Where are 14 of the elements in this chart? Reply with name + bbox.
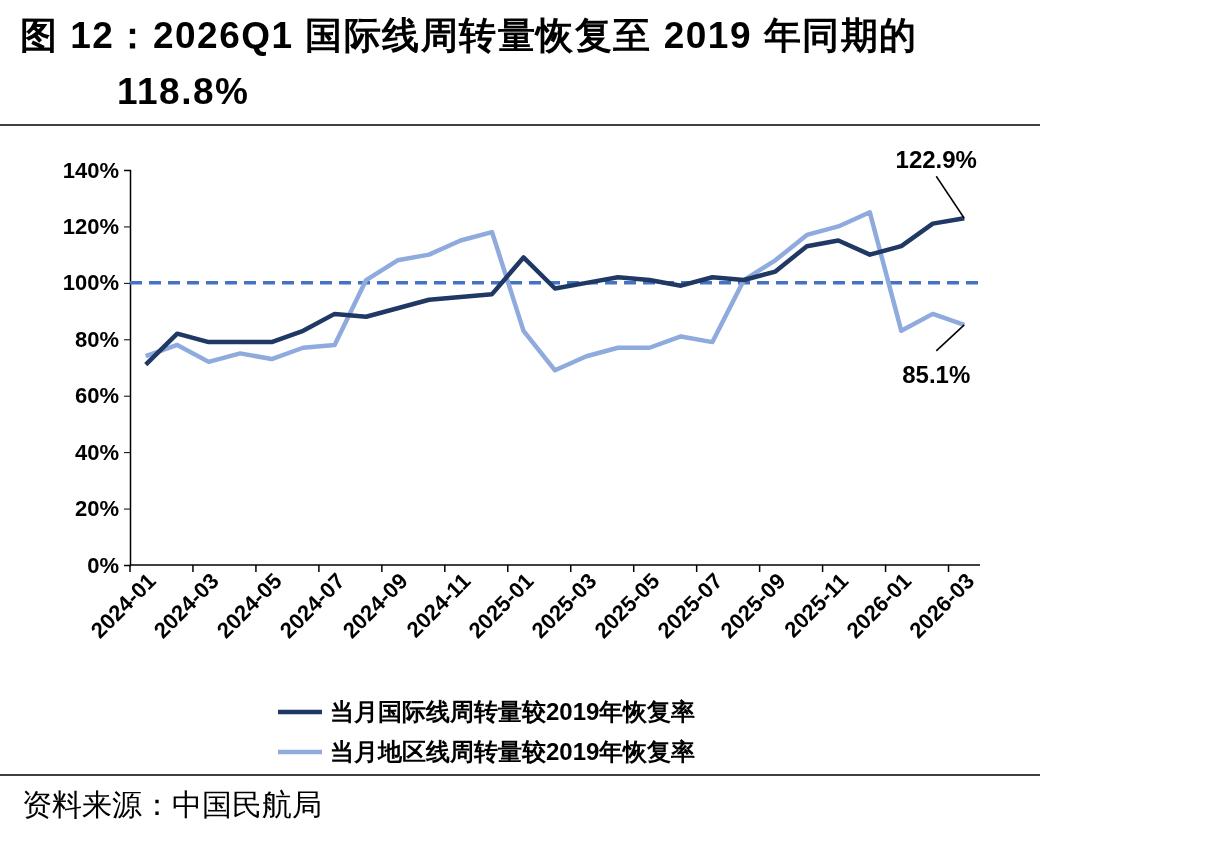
data-label: 85.1% [902,360,971,388]
y-tick-label: 140% [62,157,119,183]
chart-title: 图 12：2026Q1 国际线周转量恢复至 2019 年同期的 118.8% [20,14,919,114]
text: 资料来源：中国民航局 [22,787,322,822]
y-tick-label: 40% [74,439,119,465]
y-tick-label: 0% [87,552,119,578]
y-tick-label: 80% [74,326,119,352]
legend-label: 当月地区线周转量较2019年恢复率 [330,738,696,766]
y-tick-label: 100% [62,270,119,296]
legend-label: 当月国际线周转量较2019年恢复率 [330,698,696,726]
data-label: 122.9% [895,146,977,174]
y-tick-label: 120% [62,213,119,239]
y-tick-label: 60% [74,383,119,409]
y-tick-label: 20% [74,496,119,522]
